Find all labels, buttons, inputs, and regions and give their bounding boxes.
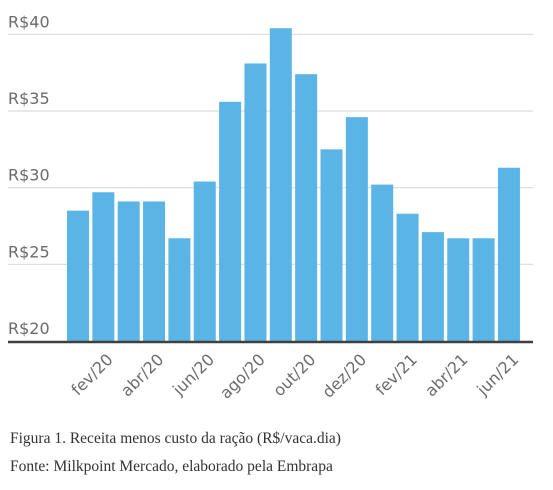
bar	[345, 117, 368, 341]
bar	[371, 184, 394, 341]
y-tick-labels: R$20 R$25 R$30 R$35 R$40	[8, 12, 50, 338]
bar	[143, 201, 166, 341]
source-caption: Fonte: Milkpoint Mercado, elaborado pela…	[10, 458, 333, 475]
bar	[168, 238, 191, 341]
bar	[447, 238, 470, 341]
bar	[421, 232, 444, 341]
x-tick-label: fev/20	[67, 350, 116, 399]
bar	[472, 238, 495, 341]
y-tick-label: R$30	[8, 166, 50, 185]
bar	[295, 74, 318, 341]
bar	[117, 201, 140, 341]
y-tick-label: R$20	[8, 319, 50, 338]
x-tick-label: fev/21	[372, 350, 421, 399]
bar	[269, 28, 292, 341]
bar	[396, 213, 419, 341]
x-tick-label: out/20	[269, 350, 319, 400]
x-tick-label: dez/20	[318, 350, 370, 402]
bar	[92, 192, 115, 341]
bar	[67, 210, 89, 341]
bars	[67, 28, 520, 341]
y-tick-label: R$40	[8, 12, 50, 31]
figure-caption: Figura 1. Receita menos custo da ração (…	[10, 430, 341, 447]
x-tick-label: abr/21	[421, 350, 471, 400]
x-tick-label: ago/20	[216, 350, 269, 403]
bar	[244, 63, 267, 341]
bar	[320, 149, 343, 341]
bar	[193, 181, 216, 341]
y-tick-label: R$35	[8, 89, 50, 108]
bar-chart: R$20R$25R$30R$35R$40 fev/20 abr/20 jun/20a…	[8, 12, 533, 403]
bar	[497, 167, 520, 341]
y-tick-label: R$25	[8, 242, 50, 261]
bar	[219, 101, 242, 341]
x-tick-label: abr/20	[117, 350, 167, 400]
x-tick-label: jun/21	[472, 350, 522, 400]
x-tick-label: jun/20	[168, 350, 218, 400]
